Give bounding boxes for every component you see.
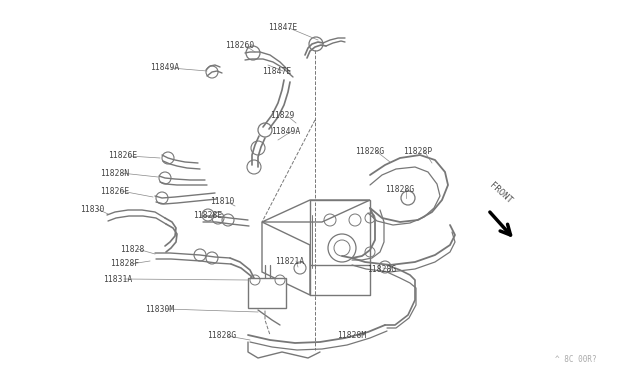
Text: 11826E: 11826E bbox=[108, 151, 137, 160]
Text: 118260: 118260 bbox=[225, 42, 254, 51]
Text: 11828M: 11828M bbox=[337, 331, 366, 340]
Text: FRONT: FRONT bbox=[488, 180, 514, 205]
Text: 11828G: 11828G bbox=[207, 331, 236, 340]
Text: 11849A: 11849A bbox=[150, 64, 179, 73]
Text: 11828N: 11828N bbox=[100, 169, 129, 177]
Text: 11828P: 11828P bbox=[403, 147, 432, 155]
Text: 11828E: 11828E bbox=[193, 212, 222, 221]
Text: 11826E: 11826E bbox=[100, 186, 129, 196]
Text: 11831A: 11831A bbox=[103, 275, 132, 283]
Text: 11828G: 11828G bbox=[385, 185, 414, 193]
Text: 11810: 11810 bbox=[210, 198, 234, 206]
Text: ^ 8C 00R?: ^ 8C 00R? bbox=[555, 356, 596, 365]
Text: 11830M: 11830M bbox=[145, 305, 174, 314]
Text: 11830: 11830 bbox=[80, 205, 104, 214]
Text: 11828F: 11828F bbox=[110, 260, 140, 269]
Text: 11829: 11829 bbox=[270, 112, 294, 121]
FancyBboxPatch shape bbox=[248, 278, 286, 308]
Text: 11821A: 11821A bbox=[275, 257, 304, 266]
Text: 11828G: 11828G bbox=[367, 264, 396, 273]
Text: 11847E: 11847E bbox=[268, 23, 297, 32]
Text: 11828G: 11828G bbox=[355, 147, 384, 155]
Text: 11849A: 11849A bbox=[271, 126, 300, 135]
Text: 11847E: 11847E bbox=[262, 67, 291, 76]
Text: 11828: 11828 bbox=[120, 244, 145, 253]
